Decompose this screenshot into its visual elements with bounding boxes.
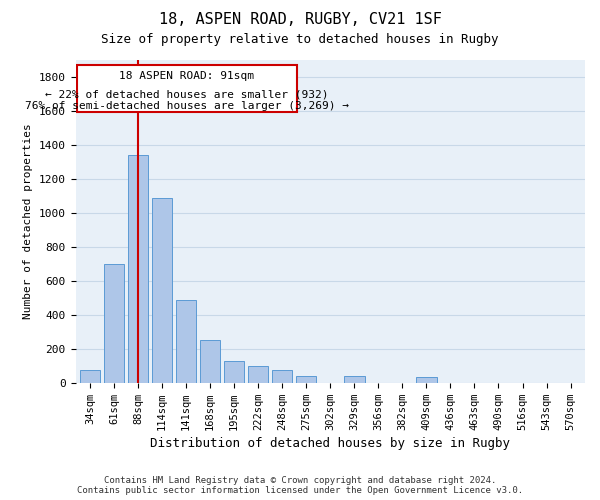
FancyBboxPatch shape — [77, 65, 296, 112]
Y-axis label: Number of detached properties: Number of detached properties — [23, 124, 33, 320]
Text: 18 ASPEN ROAD: 91sqm: 18 ASPEN ROAD: 91sqm — [119, 70, 254, 81]
Text: ← 22% of detached houses are smaller (932): ← 22% of detached houses are smaller (93… — [45, 90, 328, 100]
Text: 76% of semi-detached houses are larger (3,269) →: 76% of semi-detached houses are larger (… — [25, 101, 349, 111]
Bar — [224, 360, 244, 383]
X-axis label: Distribution of detached houses by size in Rugby: Distribution of detached houses by size … — [150, 437, 510, 450]
Bar — [80, 370, 100, 383]
Text: Contains HM Land Registry data © Crown copyright and database right 2024.
Contai: Contains HM Land Registry data © Crown c… — [77, 476, 523, 495]
Bar — [248, 366, 268, 383]
Bar — [152, 198, 172, 383]
Bar — [416, 377, 437, 383]
Text: Size of property relative to detached houses in Rugby: Size of property relative to detached ho… — [101, 32, 499, 46]
Bar — [296, 376, 316, 383]
Bar — [272, 370, 292, 383]
Bar — [176, 300, 196, 383]
Bar — [200, 340, 220, 383]
Bar — [344, 376, 365, 383]
Bar — [128, 155, 148, 383]
Text: 18, ASPEN ROAD, RUGBY, CV21 1SF: 18, ASPEN ROAD, RUGBY, CV21 1SF — [158, 12, 442, 28]
Bar — [104, 264, 124, 383]
